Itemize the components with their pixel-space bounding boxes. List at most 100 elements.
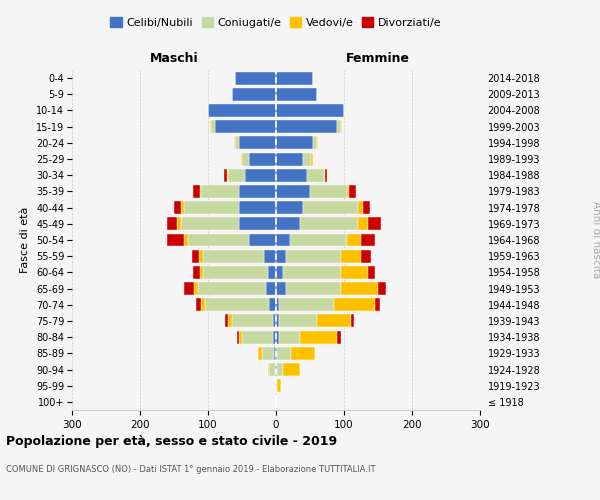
Bar [280, 314, 317, 328]
Bar [262, 347, 274, 360]
Bar [337, 120, 341, 133]
Bar [201, 185, 239, 198]
Bar [276, 347, 277, 360]
Bar [196, 298, 201, 311]
Bar [211, 120, 215, 133]
Bar [203, 266, 268, 279]
Bar [234, 136, 235, 149]
Bar [249, 234, 276, 246]
Bar [286, 282, 341, 295]
Bar [349, 185, 356, 198]
Bar [201, 298, 205, 311]
Bar [174, 201, 181, 214]
Bar [276, 314, 280, 328]
Bar [276, 185, 310, 198]
Bar [276, 72, 313, 85]
Legend: Celibi/Nubili, Coniugati/e, Vedovi/e, Divorziati/e: Celibi/Nubili, Coniugati/e, Vedovi/e, Di… [106, 13, 446, 32]
Bar [272, 330, 276, 344]
Bar [341, 250, 361, 262]
Bar [317, 314, 351, 328]
Bar [303, 201, 358, 214]
Bar [268, 266, 276, 279]
Bar [181, 218, 239, 230]
Bar [280, 330, 300, 344]
Bar [199, 250, 203, 262]
Bar [347, 185, 349, 198]
Bar [269, 363, 275, 376]
Bar [276, 282, 286, 295]
Bar [374, 298, 380, 311]
Bar [205, 298, 269, 311]
Bar [264, 250, 276, 262]
Bar [181, 201, 184, 214]
Bar [283, 266, 341, 279]
Bar [310, 185, 347, 198]
Bar [358, 218, 368, 230]
Bar [167, 218, 178, 230]
Bar [193, 250, 199, 262]
Bar [276, 201, 303, 214]
Bar [249, 152, 276, 166]
Bar [277, 347, 291, 360]
Bar [239, 136, 276, 149]
Bar [337, 330, 341, 344]
Bar [276, 330, 280, 344]
Bar [274, 347, 276, 360]
Y-axis label: Anni di nascita: Anni di nascita [591, 202, 600, 278]
Bar [235, 72, 276, 85]
Bar [193, 185, 200, 198]
Bar [276, 298, 280, 311]
Bar [167, 234, 184, 246]
Bar [184, 234, 188, 246]
Bar [276, 266, 283, 279]
Bar [272, 314, 276, 328]
Bar [361, 234, 374, 246]
Bar [227, 169, 229, 181]
Bar [334, 298, 374, 311]
Bar [275, 363, 276, 376]
Bar [307, 169, 323, 181]
Bar [276, 379, 277, 392]
Bar [184, 201, 239, 214]
Bar [229, 169, 245, 181]
Bar [275, 379, 276, 392]
Bar [317, 136, 318, 149]
Bar [358, 201, 363, 214]
Bar [351, 314, 354, 328]
Bar [276, 104, 344, 117]
Bar [178, 218, 181, 230]
Bar [239, 201, 276, 214]
Bar [323, 169, 325, 181]
Bar [269, 298, 276, 311]
Bar [300, 218, 358, 230]
Y-axis label: Fasce di età: Fasce di età [20, 207, 31, 273]
Bar [303, 152, 311, 166]
Bar [276, 120, 337, 133]
Bar [215, 120, 276, 133]
Bar [368, 266, 374, 279]
Bar [277, 363, 283, 376]
Bar [286, 250, 341, 262]
Bar [280, 298, 334, 311]
Bar [283, 363, 300, 376]
Bar [276, 363, 277, 376]
Text: Popolazione per età, sesso e stato civile - 2019: Popolazione per età, sesso e stato civil… [6, 435, 337, 448]
Bar [276, 218, 300, 230]
Bar [313, 136, 317, 149]
Bar [276, 169, 307, 181]
Bar [266, 282, 276, 295]
Bar [184, 282, 194, 295]
Bar [200, 185, 201, 198]
Bar [276, 250, 286, 262]
Bar [268, 363, 269, 376]
Bar [198, 282, 266, 295]
Bar [200, 266, 203, 279]
Bar [347, 234, 361, 246]
Bar [341, 120, 342, 133]
Bar [276, 152, 303, 166]
Bar [188, 234, 249, 246]
Bar [232, 314, 272, 328]
Bar [235, 136, 239, 149]
Bar [259, 347, 262, 360]
Bar [277, 379, 281, 392]
